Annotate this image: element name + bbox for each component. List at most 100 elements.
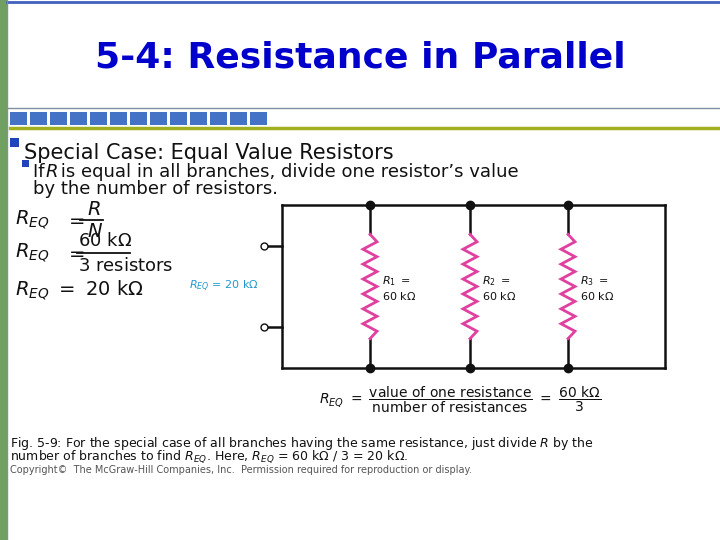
Text: $60\ \mathrm{k\Omega}$: $60\ \mathrm{k\Omega}$ — [78, 232, 132, 250]
Bar — [676, 0, 685, 108]
Bar — [549, 0, 557, 108]
Bar — [438, 0, 447, 108]
Bar — [10, 112, 27, 125]
Bar — [190, 112, 207, 125]
Bar — [379, 0, 387, 108]
Bar — [210, 112, 227, 125]
Text: 60 k$\Omega$: 60 k$\Omega$ — [580, 289, 614, 301]
Bar — [591, 0, 600, 108]
Bar — [600, 0, 608, 108]
Text: $R_{EQ}\ =\ 20\ \mathrm{k\Omega}$: $R_{EQ}\ =\ 20\ \mathrm{k\Omega}$ — [15, 279, 143, 302]
Bar — [506, 0, 515, 108]
Bar — [234, 0, 243, 108]
Bar — [10, 138, 19, 147]
Bar — [243, 0, 251, 108]
Bar — [430, 0, 438, 108]
Text: Fig. 5-9: For the special case of all branches having the same resistance, just : Fig. 5-9: For the special case of all br… — [10, 435, 594, 452]
Text: by the number of resistors.: by the number of resistors. — [33, 180, 278, 198]
Bar — [480, 0, 490, 108]
Bar — [659, 0, 668, 108]
Bar — [540, 0, 549, 108]
Text: If: If — [33, 163, 50, 181]
Bar — [319, 0, 328, 108]
Bar — [608, 0, 617, 108]
Text: 60 k$\Omega$: 60 k$\Omega$ — [382, 289, 416, 301]
Bar — [50, 112, 67, 125]
Bar — [421, 0, 430, 108]
Bar — [531, 0, 541, 108]
Bar — [294, 0, 302, 108]
Bar — [285, 0, 294, 108]
Bar — [276, 0, 286, 108]
Bar — [413, 0, 421, 108]
Text: Special Case: Equal Value Resistors: Special Case: Equal Value Resistors — [24, 143, 394, 163]
Bar — [642, 0, 651, 108]
Bar — [217, 0, 226, 108]
Bar — [625, 0, 634, 108]
Bar — [70, 112, 87, 125]
Bar — [565, 0, 575, 108]
Bar — [370, 0, 379, 108]
Text: number of branches to find $R_{EQ}$. Here, $R_{EQ}$ = 60 k$\Omega$ / 3 = 20 k$\O: number of branches to find $R_{EQ}$. Her… — [10, 448, 408, 465]
Bar — [574, 0, 583, 108]
Text: $R_{EQ}$: $R_{EQ}$ — [15, 242, 50, 264]
Bar — [170, 112, 187, 125]
Text: 60 k$\Omega$: 60 k$\Omega$ — [482, 289, 516, 301]
Bar — [209, 0, 217, 108]
Bar — [515, 0, 523, 108]
Bar — [30, 112, 47, 125]
Text: $R$: $R$ — [87, 201, 101, 219]
Text: $N$: $N$ — [87, 223, 103, 241]
Text: is equal in all branches, divide one resistor’s value: is equal in all branches, divide one res… — [55, 163, 518, 181]
Bar — [387, 0, 396, 108]
Text: $R_{EQ}\ =\ \dfrac{\mathrm{value\ of\ one\ resistance}}{\mathrm{number\ of\ resi: $R_{EQ}\ =\ \dfrac{\mathrm{value\ of\ on… — [319, 385, 601, 415]
Bar — [667, 0, 677, 108]
Text: $R_2\ =$: $R_2\ =$ — [482, 275, 511, 288]
Text: R: R — [46, 163, 58, 181]
Bar — [130, 112, 147, 125]
Bar — [259, 0, 269, 108]
Bar — [344, 0, 354, 108]
Bar — [489, 0, 498, 108]
Bar — [230, 112, 247, 125]
Bar — [693, 0, 702, 108]
Bar — [701, 0, 711, 108]
Bar — [685, 0, 693, 108]
Bar — [557, 0, 566, 108]
Bar — [455, 0, 464, 108]
Bar — [472, 0, 481, 108]
Bar — [616, 0, 626, 108]
Text: $R_{EQ}$: $R_{EQ}$ — [15, 209, 50, 231]
Bar — [110, 112, 127, 125]
Bar — [404, 0, 413, 108]
Bar — [302, 0, 311, 108]
Text: $R_{EQ}$ = 20 k$\Omega$: $R_{EQ}$ = 20 k$\Omega$ — [189, 279, 259, 294]
Bar — [251, 0, 260, 108]
Text: $=$: $=$ — [65, 211, 85, 229]
Bar — [523, 0, 532, 108]
Bar — [650, 0, 660, 108]
Bar — [200, 0, 209, 108]
Bar — [395, 0, 405, 108]
Text: $R_3\ =$: $R_3\ =$ — [580, 275, 609, 288]
Bar — [7, 0, 720, 108]
Text: $R_1\ =$: $R_1\ =$ — [382, 275, 411, 288]
Bar — [336, 0, 345, 108]
Bar — [582, 0, 592, 108]
Text: $3\ \mathrm{resistors}$: $3\ \mathrm{resistors}$ — [78, 257, 174, 275]
Bar — [361, 0, 371, 108]
Bar — [225, 0, 235, 108]
Text: Copyright©  The McGraw-Hill Companies, Inc.  Permission required for reproductio: Copyright© The McGraw-Hill Companies, In… — [10, 465, 472, 475]
Bar — [0, 0, 7, 540]
Bar — [90, 112, 107, 125]
Bar — [250, 112, 267, 125]
Text: $=$: $=$ — [65, 244, 85, 262]
Bar — [268, 0, 277, 108]
Bar — [353, 0, 362, 108]
Bar — [464, 0, 472, 108]
Bar — [498, 0, 506, 108]
Bar — [328, 0, 336, 108]
Bar — [310, 0, 320, 108]
Bar — [446, 0, 456, 108]
Text: 5-4: Resistance in Parallel: 5-4: Resistance in Parallel — [95, 41, 625, 75]
